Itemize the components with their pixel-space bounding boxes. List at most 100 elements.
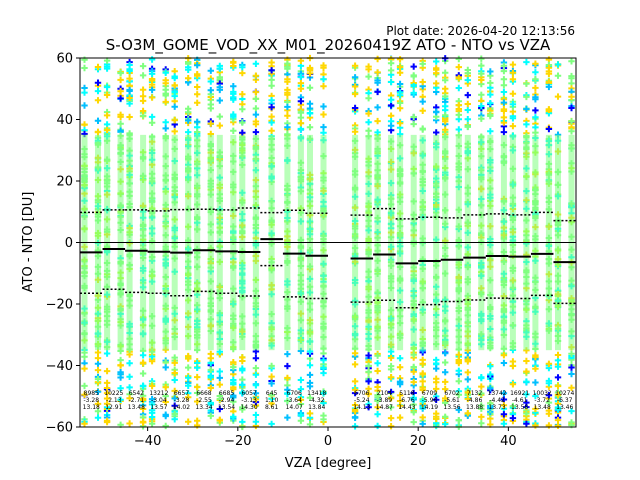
scatter-point — [81, 382, 88, 390]
scatter-point — [268, 82, 275, 89]
scatter-point — [139, 419, 147, 426]
scatter-point — [523, 93, 530, 101]
scatter-point — [387, 414, 395, 422]
scatter-point — [396, 379, 404, 386]
scatter-point — [523, 399, 530, 406]
scatter-point — [545, 64, 553, 71]
scatter-point — [568, 104, 575, 112]
scatter-point — [509, 414, 517, 422]
scatter-point — [455, 391, 462, 398]
scatter-point — [162, 364, 169, 371]
scatter-point — [487, 400, 494, 407]
scatter-point — [374, 117, 381, 125]
scatter-point — [103, 112, 111, 119]
scatter-point — [351, 128, 359, 135]
scatter-point — [194, 62, 201, 69]
scatter-point — [509, 122, 517, 130]
scatter-point — [545, 399, 553, 406]
scatter-point — [500, 390, 508, 397]
bin-std-label: 14.30 — [240, 404, 257, 411]
scatter-point — [500, 82, 508, 89]
scatter-point — [433, 375, 440, 382]
scatter-point — [216, 122, 223, 129]
scatter-point — [433, 415, 440, 423]
scatter-point — [374, 88, 381, 96]
scatter-point — [103, 417, 111, 424]
scatter-point — [306, 70, 314, 77]
scatter-point — [268, 76, 275, 84]
bin-count-label: 8985 — [84, 390, 99, 397]
scatter-point — [351, 408, 359, 415]
scatter-point — [117, 76, 124, 84]
scatter-point — [500, 106, 508, 113]
scatter-point — [554, 351, 562, 359]
scatter-point — [148, 382, 156, 390]
scatter-point — [239, 357, 246, 365]
scatter-point — [419, 78, 426, 86]
scatter-point — [216, 405, 223, 413]
scatter-point — [500, 67, 508, 75]
bin-std-label: 14.02 — [173, 404, 190, 411]
scatter-point — [478, 115, 485, 122]
scatter-point — [268, 127, 275, 134]
scatter-point — [207, 67, 214, 74]
scatter-point — [554, 357, 562, 364]
scatter-point — [509, 61, 517, 68]
scatter-point — [171, 416, 178, 423]
scatter-point — [374, 352, 381, 359]
scatter-point — [171, 395, 178, 402]
scatter-point — [351, 401, 359, 409]
scatter-point — [500, 119, 508, 126]
scatter-point — [207, 78, 214, 85]
bin-mean-label: -2.13 — [106, 397, 122, 404]
scatter-point — [442, 385, 449, 393]
scatter-point — [230, 379, 237, 386]
y-tick-label: −20 — [46, 298, 73, 313]
scatter-point — [252, 88, 260, 96]
scatter-point — [487, 79, 494, 87]
scatter-point — [419, 398, 426, 405]
scatter-point — [464, 106, 471, 114]
scatter-point — [523, 121, 530, 128]
scatter-point — [410, 409, 417, 416]
scatter-point — [532, 60, 539, 67]
scatter-point — [455, 55, 462, 63]
scatter-point — [545, 377, 553, 385]
scatter-point — [487, 91, 494, 98]
scatter-point — [365, 352, 372, 359]
scatter-point — [239, 106, 246, 113]
scatter-point — [374, 360, 381, 367]
scatter-point — [81, 89, 88, 96]
scatter-point — [171, 387, 178, 395]
scatter-point — [568, 364, 575, 371]
scatter-point — [532, 69, 539, 76]
scatter-point — [396, 364, 404, 371]
scatter-point — [103, 126, 111, 134]
scatter-point — [478, 91, 485, 98]
scatter-point — [532, 365, 539, 372]
scatter-point — [419, 360, 426, 367]
scatter-point — [320, 364, 327, 372]
scatter-point — [509, 76, 517, 83]
scatter-point — [117, 88, 124, 95]
scatter-point — [320, 123, 327, 131]
scatter-point — [148, 407, 156, 414]
scatter-point — [252, 95, 260, 103]
scatter-point — [117, 111, 124, 118]
bin-count-label: 13418 — [307, 390, 326, 397]
scatter-point — [523, 420, 530, 427]
scatter-point — [126, 113, 133, 121]
scatter-point — [81, 391, 88, 398]
y-tick-label: 40 — [56, 113, 73, 128]
bin-count-label: 2104 — [377, 390, 392, 397]
scatter-point — [365, 404, 372, 411]
scatter-point — [464, 69, 471, 77]
scatter-point — [509, 115, 517, 122]
scatter-point — [433, 396, 440, 403]
scatter-point — [532, 129, 539, 136]
scatter-point — [478, 62, 485, 69]
scatter-point — [487, 385, 494, 392]
scatter-point — [284, 76, 291, 83]
scatter-point — [365, 362, 372, 369]
scatter-point — [297, 411, 305, 419]
